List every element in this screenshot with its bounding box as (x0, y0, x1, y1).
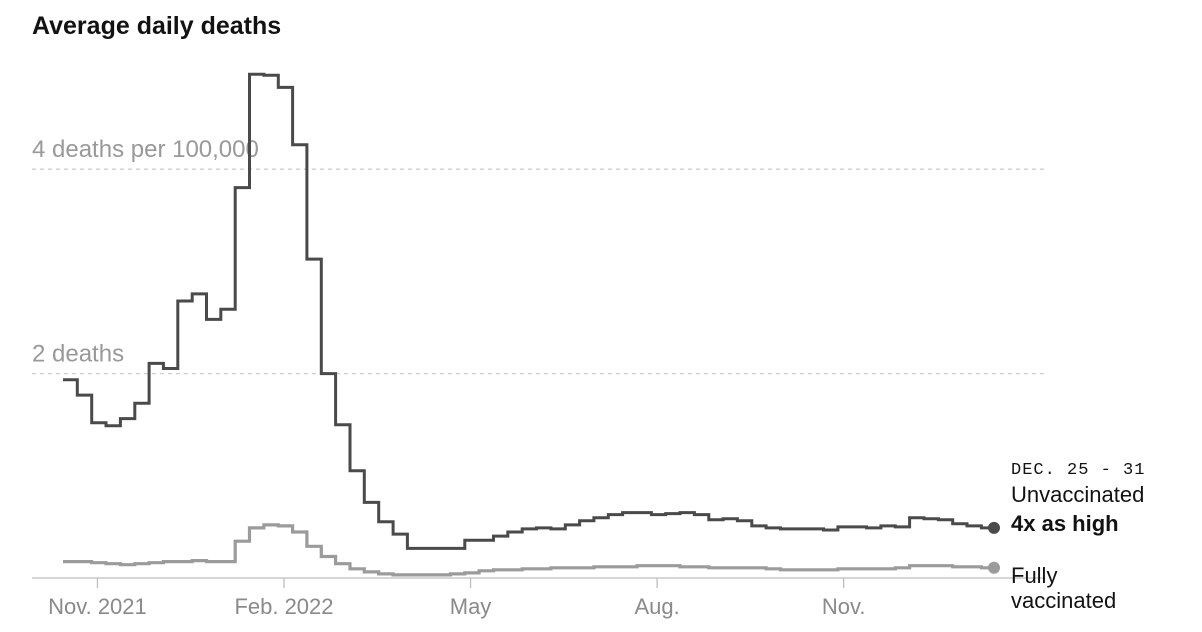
series-line-1 (63, 523, 996, 577)
annotation-vaccinated-label-1: Fully (1011, 563, 1057, 588)
x-tick-label-2: May (450, 594, 492, 619)
x-axis: Nov. 2021 Feb. 2022 May Aug. Nov. (32, 577, 1045, 619)
x-tick-label-4: Nov. (822, 594, 866, 619)
x-tick-label-1: Feb. 2022 (234, 594, 333, 619)
series-end-point-1 (988, 561, 1000, 574)
annotation-vaccinated-label-2: vaccinated (1011, 588, 1116, 613)
series-lines (63, 72, 1000, 577)
series-line-0 (63, 72, 996, 550)
annotation-unvaccinated-label: Unvaccinated (1011, 482, 1144, 507)
x-tick-label-3: Aug. (634, 594, 679, 619)
y-axis-labels: 4 deaths per 100,000 2 deaths (32, 136, 259, 367)
y-tick-label-1: 2 deaths (32, 341, 124, 368)
gridlines (32, 168, 1045, 375)
chart-title: Average daily deaths (32, 12, 282, 40)
annotation-ratio: 4x as high (1011, 511, 1119, 536)
end-annotations: DEC. 25 - 31 Unvaccinated 4x as high Ful… (1011, 461, 1145, 613)
x-tick-label-0: Nov. 2021 (48, 594, 147, 619)
series-end-point-0 (988, 521, 1000, 534)
y-tick-label-0: 4 deaths per 100,000 (32, 136, 259, 163)
annotation-date: DEC. 25 - 31 (1011, 461, 1145, 480)
